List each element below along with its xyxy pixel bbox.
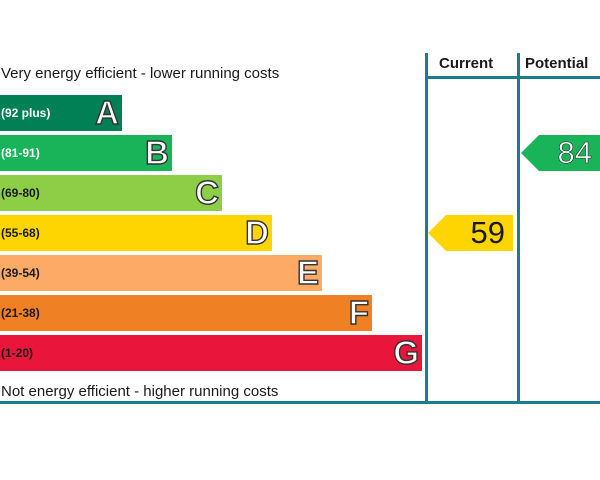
- band-letter: E: [296, 254, 319, 291]
- current-rating-value: 59: [470, 215, 505, 250]
- band-range-label: (55-68): [1, 226, 40, 240]
- header-divider: [425, 76, 600, 79]
- band-letter: A: [94, 94, 119, 131]
- not-efficient-caption: Not energy efficient - higher running co…: [1, 383, 279, 400]
- band-letter: F: [348, 294, 370, 331]
- rating-band-f: (21-38) F: [0, 294, 372, 331]
- band-letter: B: [144, 134, 169, 171]
- very-efficient-caption: Very energy efficient - lower running co…: [1, 65, 280, 82]
- chart-bottom-border: [0, 401, 600, 404]
- rating-band-d: (55-68) D: [0, 214, 272, 251]
- potential-rating-arrow: 84: [521, 135, 600, 171]
- band-range-label: (81-91): [1, 146, 40, 160]
- current-column-header: Current: [439, 55, 494, 72]
- potential-rating-value: 84: [557, 135, 592, 170]
- band-range-label: (1-20): [1, 346, 34, 360]
- rating-band-g: (1-20) G: [0, 334, 422, 371]
- rating-band-b: (81-91) B: [0, 134, 172, 171]
- band-range-label: (39-54): [1, 266, 40, 280]
- current-rating-arrow: 59: [428, 215, 513, 251]
- band-range-label: (69-80): [1, 186, 40, 200]
- rating-band-e: (39-54) E: [0, 254, 322, 291]
- rating-band-a: (92 plus) A: [0, 94, 122, 131]
- current-column-left-border: [425, 53, 428, 404]
- current-column-right-border: [517, 53, 520, 404]
- band-range-label: (92 plus): [1, 106, 51, 120]
- band-range-label: (21-38): [1, 306, 40, 320]
- potential-column-header: Potential: [525, 55, 589, 72]
- rating-band-c: (69-80) C: [0, 174, 222, 211]
- band-letter: G: [393, 334, 420, 371]
- band-letter: D: [244, 214, 269, 251]
- band-letter: C: [194, 174, 219, 211]
